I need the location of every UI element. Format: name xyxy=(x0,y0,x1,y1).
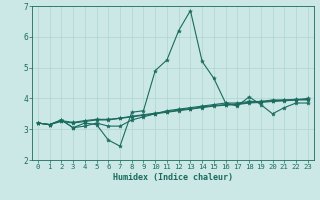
X-axis label: Humidex (Indice chaleur): Humidex (Indice chaleur) xyxy=(113,173,233,182)
